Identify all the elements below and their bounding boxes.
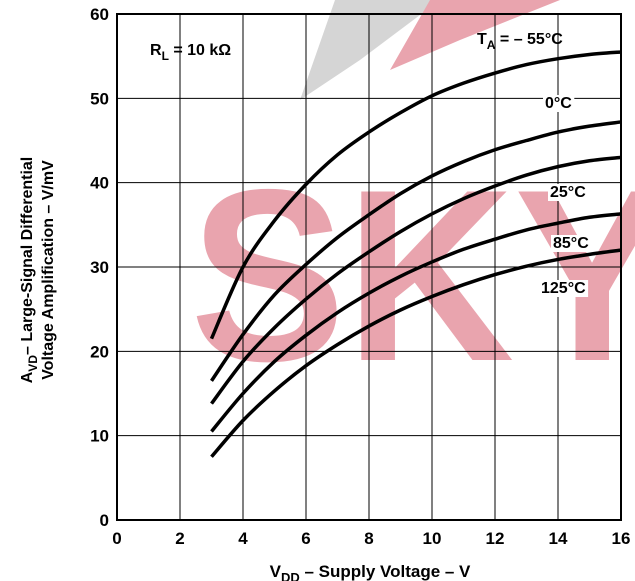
load-resistance-annotation: RL = 10 kΩ: [150, 42, 231, 63]
x-tick-label: 2: [175, 529, 184, 548]
series-label-125c: 125°C: [541, 280, 586, 297]
label-background: [539, 280, 589, 297]
x-tick-label: 14: [549, 529, 568, 548]
series-curve-2: [210, 155, 622, 405]
series-label-25c: 25°C: [550, 184, 586, 201]
series-label-0c: 0°C: [545, 95, 572, 112]
watermark-grey-swoosh: [300, 0, 440, 100]
x-tick-label: 12: [486, 529, 505, 548]
y-tick-label: 40: [90, 174, 109, 193]
series-curve-3: [210, 212, 622, 433]
y-tick-label: 30: [90, 258, 109, 277]
series-curve-0: [209, 50, 622, 340]
y-tick-label: 20: [90, 342, 109, 361]
y-axis-title: AVD– Large-Signal Differential Voltage A…: [19, 157, 57, 384]
y-axis-title-line1: AVD– Large-Signal Differential: [19, 157, 40, 384]
x-tick-label: 4: [238, 529, 248, 548]
ta-annotation: TA = – 55°C: [477, 31, 563, 52]
x-tick-label: 10: [423, 529, 442, 548]
plot-frame: [116, 13, 622, 521]
label-background: [543, 95, 575, 112]
label-background: [548, 184, 589, 201]
x-tick-label: 6: [301, 529, 310, 548]
x-tick-label: 16: [612, 529, 631, 548]
x-tick-label: 0: [112, 529, 121, 548]
y-tick-label: 60: [90, 5, 109, 24]
watermark-text: SKY: [190, 138, 635, 412]
series-label-85c: 85°C: [553, 235, 589, 252]
x-axis-title: VDD – Supply Voltage – V: [270, 562, 471, 581]
series-curve-1: [210, 120, 622, 382]
y-axis-title-line2: Voltage Amplification – V/mV: [40, 160, 57, 380]
series-curve-4: [210, 248, 622, 458]
x-axis-ticks: 0 2 4 6 8 10 12 14 16: [112, 529, 630, 548]
y-tick-label: 50: [90, 89, 109, 108]
y-axis-ticks: 0 10 20 30 40 50 60: [90, 5, 109, 530]
y-tick-label: 10: [90, 427, 109, 446]
grid: [117, 14, 621, 520]
watermark: SKY: [190, 0, 635, 412]
y-tick-label: 0: [100, 511, 109, 530]
x-tick-label: 8: [364, 529, 373, 548]
label-background: [551, 235, 592, 252]
curves: [209, 50, 622, 458]
